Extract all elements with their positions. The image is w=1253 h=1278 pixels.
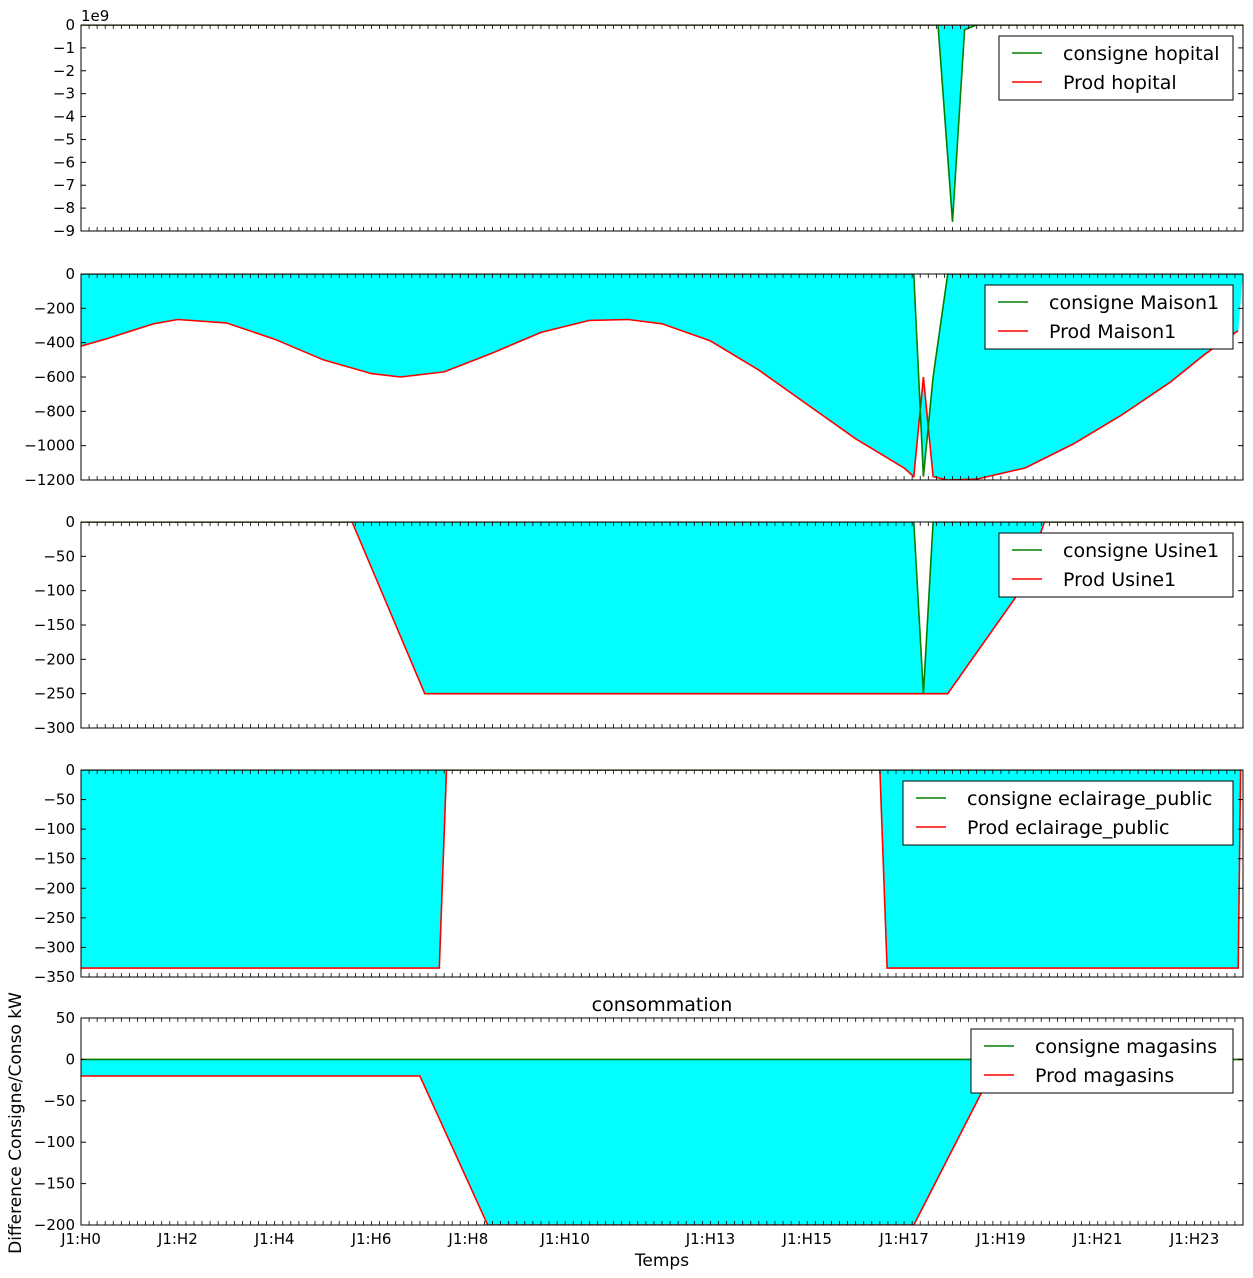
y-tick-label: −150 [34, 850, 75, 868]
y-tick-label: −1200 [24, 471, 75, 489]
legend-label-1: Prod Maison1 [1049, 321, 1176, 343]
panel-title: consommation [592, 994, 733, 1016]
x-tick-label: J1:H4 [254, 1230, 295, 1248]
x-tick-label: J1:H6 [351, 1230, 392, 1248]
fill-between [81, 274, 1243, 480]
y-tick-label: −200 [34, 1216, 75, 1234]
series-line-1 [81, 522, 1243, 695]
plot-area [81, 274, 1243, 480]
legend-box [984, 284, 1234, 350]
panel-5: 50 0 −50 −100 −150 −200 consommation consigne m… [34, 994, 1244, 1234]
y-axis-title: Difference Consigne/Conso kW [6, 992, 26, 1254]
y-tick-label: −5 [53, 130, 75, 148]
y-tick-label: −100 [34, 820, 75, 838]
y-tick-label: −1 [53, 39, 75, 57]
x-tick-label: J1:H21 [1072, 1230, 1122, 1248]
y-tick-label: −400 [34, 334, 75, 352]
y-tick-label: −300 [34, 719, 75, 737]
y-tick-label: 0 [65, 1050, 75, 1068]
legend-label-0: consigne hopital [1063, 43, 1220, 65]
x-tick-label: J1:H19 [975, 1230, 1025, 1248]
legend-box [998, 35, 1234, 101]
legend: consigne Usine1 Prod Usine1 [998, 532, 1234, 598]
x-tick-label: J1:H15 [782, 1230, 832, 1248]
series-line-0 [81, 25, 1243, 222]
y-tick-label: −200 [34, 879, 75, 897]
y-tick-label: −300 [34, 938, 75, 956]
legend-box [902, 780, 1234, 846]
y-tick-label: −9 [53, 222, 75, 240]
plot-area [81, 522, 1243, 695]
y-tick-label: −250 [34, 685, 75, 703]
y-tick-label: −50 [43, 1092, 75, 1110]
y-tick-label: −4 [53, 108, 75, 126]
offset-label: 1e9 [81, 7, 109, 25]
y-tick-label: −150 [34, 616, 75, 634]
series-line-1 [81, 770, 1242, 969]
x-tick-label: J1:H23 [1169, 1230, 1219, 1248]
x-tick-label: J1:H13 [685, 1230, 735, 1248]
x-tick-label: J1:H0 [60, 1230, 101, 1248]
legend: consigne Maison1 Prod Maison1 [984, 284, 1234, 350]
y-tick-label: 0 [65, 265, 75, 283]
y-tick-label: −600 [34, 368, 75, 386]
y-tick-label: −3 [53, 85, 75, 103]
y-tick-label: −100 [34, 1133, 75, 1151]
fill-between [81, 522, 1243, 694]
y-tick-label: −6 [53, 153, 75, 171]
legend: consigne magasins Prod magasins [970, 1028, 1234, 1094]
y-tick-label: 50 [56, 1009, 75, 1027]
x-tick-label: J1:H10 [539, 1230, 589, 1248]
y-tick-label: −150 [34, 1175, 75, 1193]
legend-label-0: consigne eclairage_public [967, 788, 1212, 810]
legend-label-0: consigne Usine1 [1063, 540, 1219, 562]
y-tick-label: −250 [34, 909, 75, 927]
y-tick-label: −200 [34, 299, 75, 317]
legend-label-1: Prod Usine1 [1063, 569, 1176, 591]
legend-label-1: Prod hopital [1063, 72, 1177, 94]
fill-between [81, 25, 1243, 222]
x-tick-label: J1:H8 [447, 1230, 488, 1248]
y-tick-label: −8 [53, 199, 75, 217]
series-line-0 [81, 274, 1243, 477]
y-tick-label: −50 [43, 547, 75, 565]
y-tick-label: −800 [34, 402, 75, 420]
x-tick-label: J1:H2 [157, 1230, 198, 1248]
series-line-1 [81, 318, 1239, 480]
y-tick-label: −2 [53, 62, 75, 80]
y-tick-label: 0 [65, 761, 75, 779]
legend: consigne hopital Prod hopital [998, 35, 1234, 101]
legend-box [998, 532, 1234, 598]
panel-2: 0 −200 −400 −600 −800 −1000 −1200 consigne Mais… [24, 265, 1244, 489]
y-tick-label: −200 [34, 650, 75, 668]
y-tick-label: 0 [65, 16, 75, 34]
panel-1: 0 −1 −2 −3 −4 −5 −6 −7 −8 −9 1e9 consigne hopital Pr… [53, 7, 1244, 240]
legend-label-1: Prod eclairage_public [967, 817, 1169, 839]
x-axis-title: Temps [634, 1251, 689, 1271]
legend-label-1: Prod magasins [1035, 1065, 1174, 1087]
y-tick-label: −1000 [24, 437, 75, 455]
y-tick-label: −7 [53, 176, 75, 194]
fill-between [81, 1059, 1243, 1225]
legend-box [970, 1028, 1234, 1094]
series-line-0 [81, 522, 1243, 694]
x-tick-label: J1:H17 [878, 1230, 928, 1248]
panel-4: 0 −50 −100 −150 −200 −250 −300 −350 consigne ecl… [34, 761, 1244, 986]
panel-3: 0 −50 −100 −150 −200 −250 −300 consigne Usine1 P… [34, 513, 1244, 737]
legend-label-0: consigne Maison1 [1049, 292, 1219, 314]
y-tick-label: −100 [34, 582, 75, 600]
plot-area [81, 25, 1243, 222]
legend-label-0: consigne magasins [1035, 1036, 1217, 1058]
y-tick-label: −50 [43, 791, 75, 809]
y-tick-label: 0 [65, 513, 75, 531]
legend: consigne eclairage_public Prod eclairage_… [902, 780, 1234, 846]
y-tick-label: −350 [34, 968, 75, 986]
